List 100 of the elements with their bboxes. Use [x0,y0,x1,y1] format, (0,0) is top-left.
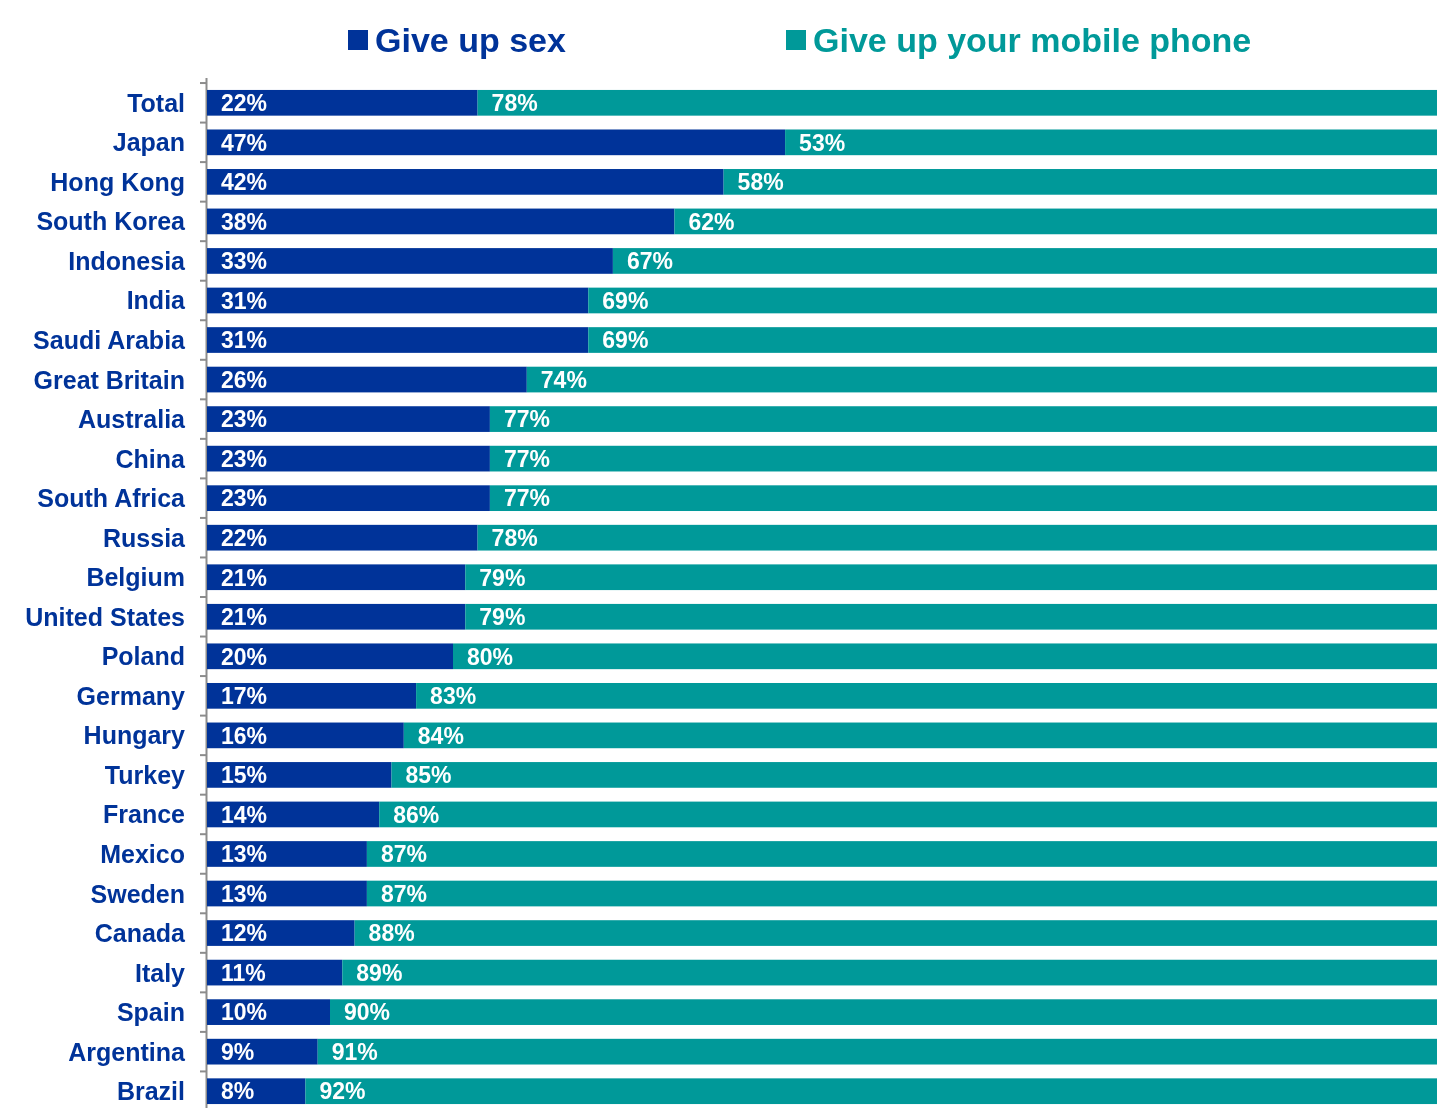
data-label: 69% [602,327,649,354]
data-label: 77% [503,485,550,512]
bar [207,524,478,551]
bar [588,327,1437,353]
y-tick-label: South Africa [37,484,187,513]
y-tick-label: Australia [78,405,187,434]
data-label: 92% [319,1078,366,1105]
y-tick-label: Total [127,88,185,117]
data-label: 8% [221,1078,255,1105]
data-label: 11% [221,959,266,986]
y-tick-label: Mexico [100,839,185,868]
bar [785,129,1437,156]
data-label: 87% [380,841,427,868]
y-tick-label: Belgium [86,563,185,592]
data-label: 38% [221,208,268,235]
data-label: 91% [331,1038,378,1065]
data-label: 16% [221,722,268,749]
data-label: 26% [221,366,268,393]
data-label: 14% [221,801,268,828]
data-label: 83% [430,683,477,710]
bar [330,999,1437,1025]
data-label: 21% [221,564,268,591]
data-label: 86% [393,801,440,828]
bar [207,327,589,353]
data-label: 89% [356,959,403,986]
y-tick-label: India [126,286,187,315]
y-tick-label: Great Britain [33,365,185,394]
y-tick-label: Germany [76,681,186,710]
bar [207,564,466,591]
data-label: 78% [491,90,538,117]
data-label: 12% [221,920,268,947]
bar [207,682,417,709]
bar [477,89,1437,116]
bar [207,208,675,235]
y-tick-label: Canada [94,919,187,948]
data-label: 10% [221,999,268,1026]
y-tick-label: Russia [103,523,187,552]
bar [526,366,1437,393]
y-tick-label: Saudi Arabia [33,326,187,355]
data-label: 22% [221,90,268,117]
y-tick-label: Argentina [68,1037,187,1066]
y-tick-label: Japan [112,128,185,157]
bar [207,406,490,432]
data-label: 23% [221,406,268,433]
legend-label: Give up your mobile phone [813,21,1252,60]
data-label: 9% [221,1038,255,1065]
data-label: 78% [491,524,538,551]
bar [207,603,466,630]
bar [366,841,1437,867]
data-label: 87% [380,880,427,907]
bar [207,445,490,472]
data-label: 62% [688,208,735,235]
bar [489,485,1437,512]
bar [723,169,1437,195]
bar [305,1078,1437,1105]
legend-label: Give up sex [375,21,566,60]
bar [465,603,1437,630]
data-label: 79% [479,564,526,591]
bar [207,366,527,393]
data-label: 85% [405,762,452,789]
bar [354,920,1437,946]
data-label: 88% [368,920,415,947]
y-tick-label: Brazil [116,1077,185,1106]
data-label: 33% [221,248,268,275]
y-tick-label: South Korea [36,207,187,236]
data-label: 90% [344,999,391,1026]
y-tick-label: China [115,444,187,473]
data-label: 77% [503,445,550,472]
bar [477,524,1437,551]
y-tick-label: Indonesia [68,246,187,275]
data-label: 77% [503,406,550,433]
bar [453,643,1437,670]
data-label: 13% [221,880,268,907]
data-label: 69% [602,287,649,314]
bar [366,880,1437,907]
y-tick-label: Sweden [90,879,185,908]
data-label: 80% [467,643,514,670]
y-tick-label: Hungary [83,721,186,750]
data-label: 31% [221,287,268,314]
bar [207,643,453,670]
bar [207,485,490,512]
data-label: 42% [221,169,268,196]
data-label: 47% [221,129,268,156]
data-label: 22% [221,524,268,551]
y-tick-label: United States [25,602,185,631]
y-tick-label: Italy [134,958,186,987]
data-label: 13% [221,841,268,868]
data-label: 74% [540,366,587,393]
data-label: 79% [479,604,526,631]
data-label: 31% [221,327,268,354]
bar [489,406,1437,432]
bar [416,682,1437,709]
bar [207,287,589,314]
data-label: 23% [221,485,268,512]
bar [342,959,1437,986]
bar [465,564,1437,591]
bar [403,722,1437,749]
bar [317,1038,1437,1065]
data-label: 17% [221,683,268,710]
data-label: 21% [221,604,268,631]
